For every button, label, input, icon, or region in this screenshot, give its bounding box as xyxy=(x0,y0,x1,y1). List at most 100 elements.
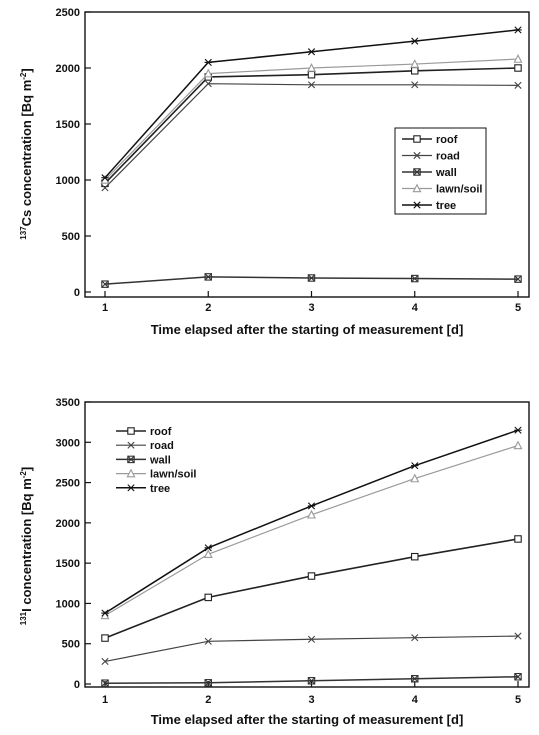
data-point-wall xyxy=(204,273,213,281)
y-tick-label: 1500 xyxy=(56,558,80,570)
data-point-road xyxy=(514,632,522,640)
data-point-roof xyxy=(410,67,419,75)
data-point-lawn-soil xyxy=(203,68,213,78)
y-tick-label: 3000 xyxy=(56,437,80,449)
data-point-tree xyxy=(101,609,109,617)
legend-label: wall xyxy=(435,167,457,179)
chart-i131: 0 500 1000 1500 2000 2500 3000 3500 1 2 3 4 5 Time … xyxy=(19,397,530,727)
data-point-wall xyxy=(101,679,109,687)
legend-swatch-marker xyxy=(413,201,421,209)
data-point-wall xyxy=(307,274,316,282)
x-tick-label: 5 xyxy=(515,302,521,314)
legend-item-wall: wall xyxy=(116,454,171,466)
data-point-roof xyxy=(307,70,316,79)
x-tick-label: 4 xyxy=(412,302,419,314)
data-point-wall xyxy=(514,672,522,681)
legend-item-road: road xyxy=(402,151,460,163)
y-axis-ticks: 0 500 1000 1500 2000 2500 3000 3500 xyxy=(56,397,91,691)
data-point-road xyxy=(204,80,212,88)
data-point-wall xyxy=(101,280,109,288)
data-point-roof xyxy=(307,572,316,580)
legend-item-wall: wall xyxy=(402,167,457,179)
data-point-lawn-soil xyxy=(513,54,523,63)
legend-label: lawn/soil xyxy=(436,184,482,196)
data-point-wall xyxy=(204,679,213,687)
legend-label: road xyxy=(150,440,174,452)
data-point-wall xyxy=(410,274,419,283)
data-point-roof xyxy=(101,634,109,642)
x-tick-label: 3 xyxy=(308,694,314,706)
y-tick-label: 0 xyxy=(74,679,80,691)
data-point-road xyxy=(204,637,212,645)
legend-item-tree: tree xyxy=(116,483,170,495)
legend-label: roof xyxy=(436,134,458,146)
legend-swatch-marker xyxy=(127,441,135,449)
legend-label: roof xyxy=(150,426,172,438)
series-wall xyxy=(101,672,522,687)
data-point-lawn-soil xyxy=(513,440,523,450)
data-point-tree xyxy=(411,37,419,45)
data-point-roof xyxy=(410,552,419,561)
data-point-road xyxy=(411,81,419,89)
y-tick-label: 1000 xyxy=(56,175,80,187)
x-tick-label: 5 xyxy=(515,694,521,706)
data-point-wall xyxy=(307,677,316,685)
data-point-lawn-soil xyxy=(306,509,317,519)
legend-swatch-marker xyxy=(413,168,421,176)
x-axis-label: Time elapsed after the starting of measu… xyxy=(151,712,464,727)
data-point-roof xyxy=(204,593,213,602)
data-point-wall xyxy=(410,675,419,683)
legend-item-lawn-soil: lawn/soil xyxy=(402,183,482,196)
data-point-tree xyxy=(204,544,212,552)
series-wall xyxy=(101,273,522,288)
series-tree xyxy=(101,26,522,182)
y-axis-ticks: 0 500 1000 1500 2000 2500 xyxy=(56,7,91,299)
legend-item-roof: roof xyxy=(116,426,172,438)
y-tick-label: 1500 xyxy=(56,119,80,131)
legend-swatch-marker xyxy=(127,484,135,492)
x-tick-label: 3 xyxy=(308,302,314,314)
data-point-tree xyxy=(307,502,316,510)
data-point-road xyxy=(307,81,316,89)
data-point-wall xyxy=(514,275,522,283)
legend-label: lawn/soil xyxy=(150,469,196,481)
y-tick-label: 500 xyxy=(62,231,80,243)
data-point-tree xyxy=(101,174,109,182)
chart-cs137: 0 500 1000 1500 2000 2500 1 2 3 4 5 Time elapsed … xyxy=(19,7,530,337)
data-point-tree xyxy=(204,58,212,66)
legend-label: tree xyxy=(436,200,456,212)
legend-swatch-marker xyxy=(412,183,422,193)
legend: roof road wall lawn/soil tree xyxy=(394,127,487,215)
y-tick-label: 3500 xyxy=(56,397,80,409)
data-point-tree xyxy=(514,426,522,434)
legend-item-tree: tree xyxy=(402,200,456,212)
data-point-road xyxy=(101,184,109,192)
legend-swatch-marker xyxy=(126,468,136,478)
legend-item-road: road xyxy=(116,440,174,452)
y-axis-label: 137Cs concentration [Bq m-2] xyxy=(19,68,34,239)
legend-label: road xyxy=(436,151,460,163)
legend-swatch-marker xyxy=(413,135,421,143)
plot-frame xyxy=(84,11,530,298)
legend-items: roof road wall lawn/soil tree xyxy=(402,134,482,212)
series-tree xyxy=(101,426,522,617)
data-point-tree xyxy=(514,26,522,34)
series-roof xyxy=(101,535,522,642)
plot-frame xyxy=(84,401,530,688)
x-tick-label: 2 xyxy=(205,302,211,314)
data-point-tree xyxy=(411,462,419,470)
y-axis-label: 131I concentration [Bq m-2] xyxy=(19,467,34,625)
legend-items: roof road wall lawn/soil tree xyxy=(116,426,196,495)
series-road xyxy=(101,80,522,192)
series-road xyxy=(101,632,522,666)
y-tick-label: 0 xyxy=(74,287,80,299)
y-tick-label: 2000 xyxy=(56,518,80,530)
series-layer xyxy=(100,26,523,288)
y-tick-label: 500 xyxy=(62,639,80,651)
x-tick-label: 1 xyxy=(102,302,108,314)
legend-item-lawn-soil: lawn/soil xyxy=(116,468,196,481)
data-point-road xyxy=(101,657,109,666)
data-point-road xyxy=(514,81,522,89)
x-tick-label: 4 xyxy=(412,694,419,706)
